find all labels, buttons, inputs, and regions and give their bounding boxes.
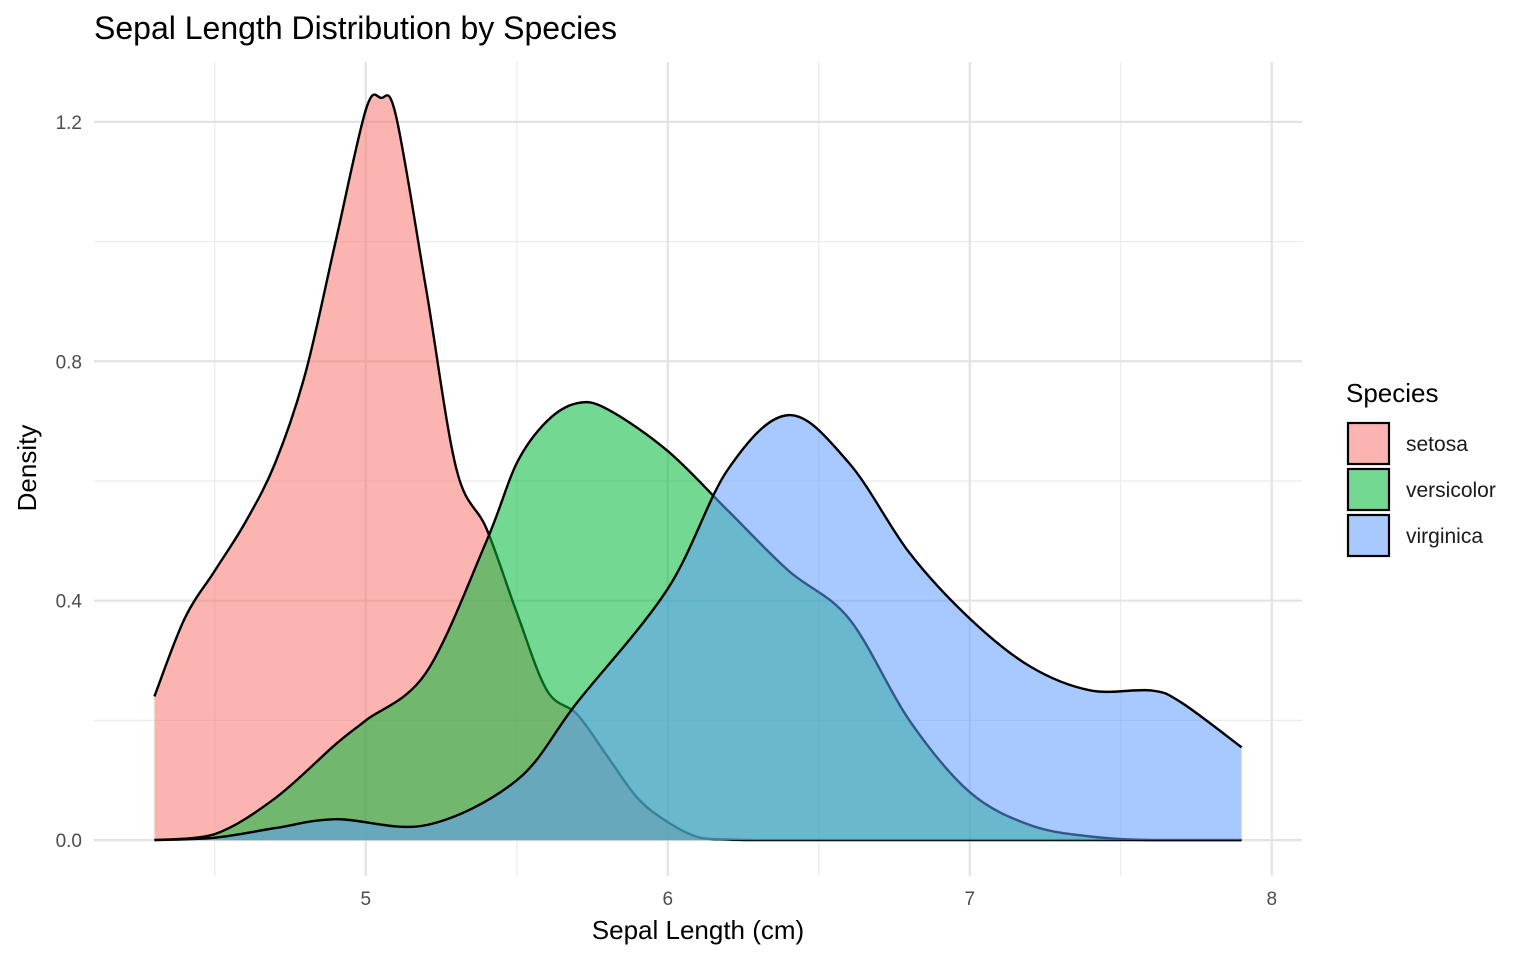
legend-swatch-virginica	[1346, 513, 1391, 558]
legend-label-setosa: setosa	[1406, 433, 1468, 456]
chart-title: Sepal Length Distribution by Species	[94, 10, 617, 46]
y-tick-label: 0.0	[56, 831, 82, 852]
legend-label-versicolor: versicolor	[1406, 479, 1496, 502]
y-tick-label: 1.2	[56, 113, 82, 134]
legend: Species setosa versicolor virginica	[1346, 378, 1496, 558]
density-area-virginica	[154, 415, 1242, 841]
axis-ticks: 5 6 7 8 0.0 0.4 0.8 1.2	[56, 113, 1278, 910]
legend-swatch-versicolor	[1346, 467, 1391, 512]
legend-swatch-setosa	[1346, 421, 1391, 466]
density-area-setosa	[154, 94, 1242, 841]
x-tick-label: 5	[361, 889, 372, 910]
y-tick-label: 0.8	[56, 352, 82, 373]
legend-item-setosa: setosa	[1346, 421, 1468, 466]
x-tick-label: 7	[965, 889, 976, 910]
legend-item-versicolor: versicolor	[1346, 467, 1496, 512]
y-tick-label: 0.4	[56, 592, 83, 613]
x-axis-title: Sepal Length (cm)	[592, 915, 804, 945]
legend-title: Species	[1346, 378, 1439, 408]
density-areas	[153, 93, 1243, 842]
legend-item-virginica: virginica	[1346, 513, 1483, 558]
density-outline-virginica	[154, 413, 1243, 842]
x-tick-label: 8	[1267, 889, 1278, 910]
legend-label-virginica: virginica	[1406, 525, 1483, 548]
y-axis-title: Density	[12, 425, 42, 512]
x-tick-label: 6	[663, 889, 674, 910]
